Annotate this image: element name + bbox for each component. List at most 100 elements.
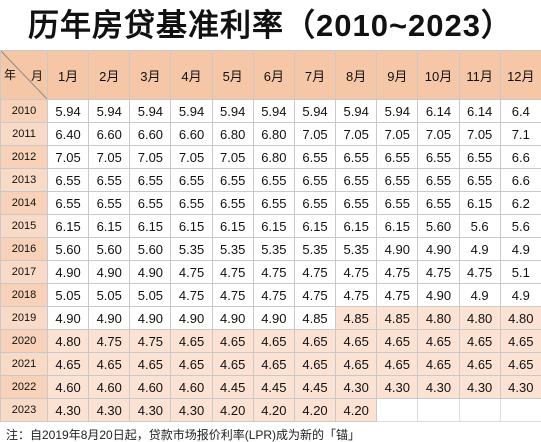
rate-cell: 4.65: [294, 330, 335, 353]
rate-cell: 7.05: [377, 123, 418, 146]
rate-cell: 7.05: [294, 123, 335, 146]
rate-cell: 7.05: [48, 146, 89, 169]
rate-cell: 4.75: [171, 284, 212, 307]
rate-cell: 4.75: [253, 261, 294, 284]
rate-cell: 6.55: [418, 169, 459, 192]
rate-cell: 4.75: [212, 284, 253, 307]
rate-cell: 4.30: [171, 399, 212, 422]
rate-cell: 4.90: [253, 307, 294, 330]
rate-cell: 6.55: [212, 192, 253, 215]
rate-cell: 5.60: [418, 215, 459, 238]
rate-cell: 4.20: [212, 399, 253, 422]
rate-cell: 4.80: [418, 307, 459, 330]
rate-cell: 5.94: [130, 100, 171, 123]
rate-cell: 6.55: [171, 192, 212, 215]
rate-cell: 4.90: [418, 238, 459, 261]
rate-cell: 6.15: [294, 215, 335, 238]
rate-cell: 4.60: [130, 376, 171, 399]
rate-cell: 4.65: [171, 330, 212, 353]
rate-cell: 4.75: [212, 261, 253, 284]
rate-cell: 6.55: [377, 192, 418, 215]
rate-cell: 6.2: [500, 192, 541, 215]
rate-cell: 5.94: [48, 100, 89, 123]
rate-cell: 6.55: [294, 169, 335, 192]
rate-cell: 5.05: [89, 284, 130, 307]
rate-cell: 4.65: [377, 353, 418, 376]
rate-cell: 6.55: [418, 192, 459, 215]
rate-cell: 6.55: [418, 146, 459, 169]
rate-cell: 4.65: [459, 353, 500, 376]
year-cell: 2022: [1, 376, 48, 399]
rate-cell: 4.75: [377, 284, 418, 307]
rate-cell: 7.05: [171, 146, 212, 169]
rate-cell: 6.60: [130, 123, 171, 146]
rate-cell: 4.75: [294, 284, 335, 307]
rate-cell: 6.55: [459, 146, 500, 169]
rate-cell: 4.9: [500, 284, 541, 307]
year-cell: 2018: [1, 284, 48, 307]
rate-cell: 7.05: [130, 146, 171, 169]
year-cell: 2015: [1, 215, 48, 238]
rate-cell: 6.55: [294, 146, 335, 169]
rate-cell: 6.55: [377, 169, 418, 192]
rate-cell: 6.55: [253, 169, 294, 192]
rate-cell: [377, 399, 418, 422]
rate-cell: 4.45: [253, 376, 294, 399]
rate-cell: 4.90: [418, 284, 459, 307]
rate-cell: 4.75: [336, 261, 377, 284]
rate-cell: 6.80: [212, 123, 253, 146]
rate-cell: 4.65: [48, 353, 89, 376]
rate-cell: 4.75: [459, 261, 500, 284]
rate-cell: 6.80: [253, 146, 294, 169]
rate-cell: 5.60: [89, 238, 130, 261]
rate-cell: 4.20: [336, 399, 377, 422]
rate-cell: 7.05: [459, 123, 500, 146]
rate-cell: 4.90: [48, 261, 89, 284]
rate-cell: 4.75: [418, 261, 459, 284]
rate-cell: 6.55: [459, 169, 500, 192]
rate-cell: 4.30: [500, 376, 541, 399]
month-header: 4月: [171, 51, 212, 100]
rate-cell: 7.05: [418, 123, 459, 146]
rate-cell: 6.15: [459, 192, 500, 215]
rate-cell: 4.30: [418, 376, 459, 399]
rate-cell: 4.65: [171, 353, 212, 376]
month-header: 1月: [48, 51, 89, 100]
rate-cell: 6.14: [418, 100, 459, 123]
rate-cell: 5.94: [89, 100, 130, 123]
rate-cell: 5.6: [459, 215, 500, 238]
rate-cell: 4.65: [500, 353, 541, 376]
month-header: 2月: [89, 51, 130, 100]
rate-cell: 4.20: [294, 399, 335, 422]
rate-cell: 5.35: [212, 238, 253, 261]
rate-cell: 6.55: [48, 192, 89, 215]
rate-cell: 4.60: [48, 376, 89, 399]
year-cell: 2010: [1, 100, 48, 123]
rate-cell: 6.15: [48, 215, 89, 238]
rate-cell: 6.55: [130, 192, 171, 215]
rate-cell: 4.75: [294, 261, 335, 284]
year-cell: 2020: [1, 330, 48, 353]
rate-cell: 4.65: [294, 353, 335, 376]
year-cell: 2021: [1, 353, 48, 376]
rate-cell: 4.9: [459, 238, 500, 261]
rate-cell: 5.1: [500, 261, 541, 284]
rate-cell: 4.65: [377, 330, 418, 353]
corner-year-label: 年: [4, 66, 16, 83]
year-cell: 2017: [1, 261, 48, 284]
rate-cell: 6.55: [130, 169, 171, 192]
rate-cell: 6.6: [500, 169, 541, 192]
rate-cell: 6.55: [336, 146, 377, 169]
rate-cell: 4.75: [253, 284, 294, 307]
rate-cell: 4.65: [418, 353, 459, 376]
year-cell: 2014: [1, 192, 48, 215]
